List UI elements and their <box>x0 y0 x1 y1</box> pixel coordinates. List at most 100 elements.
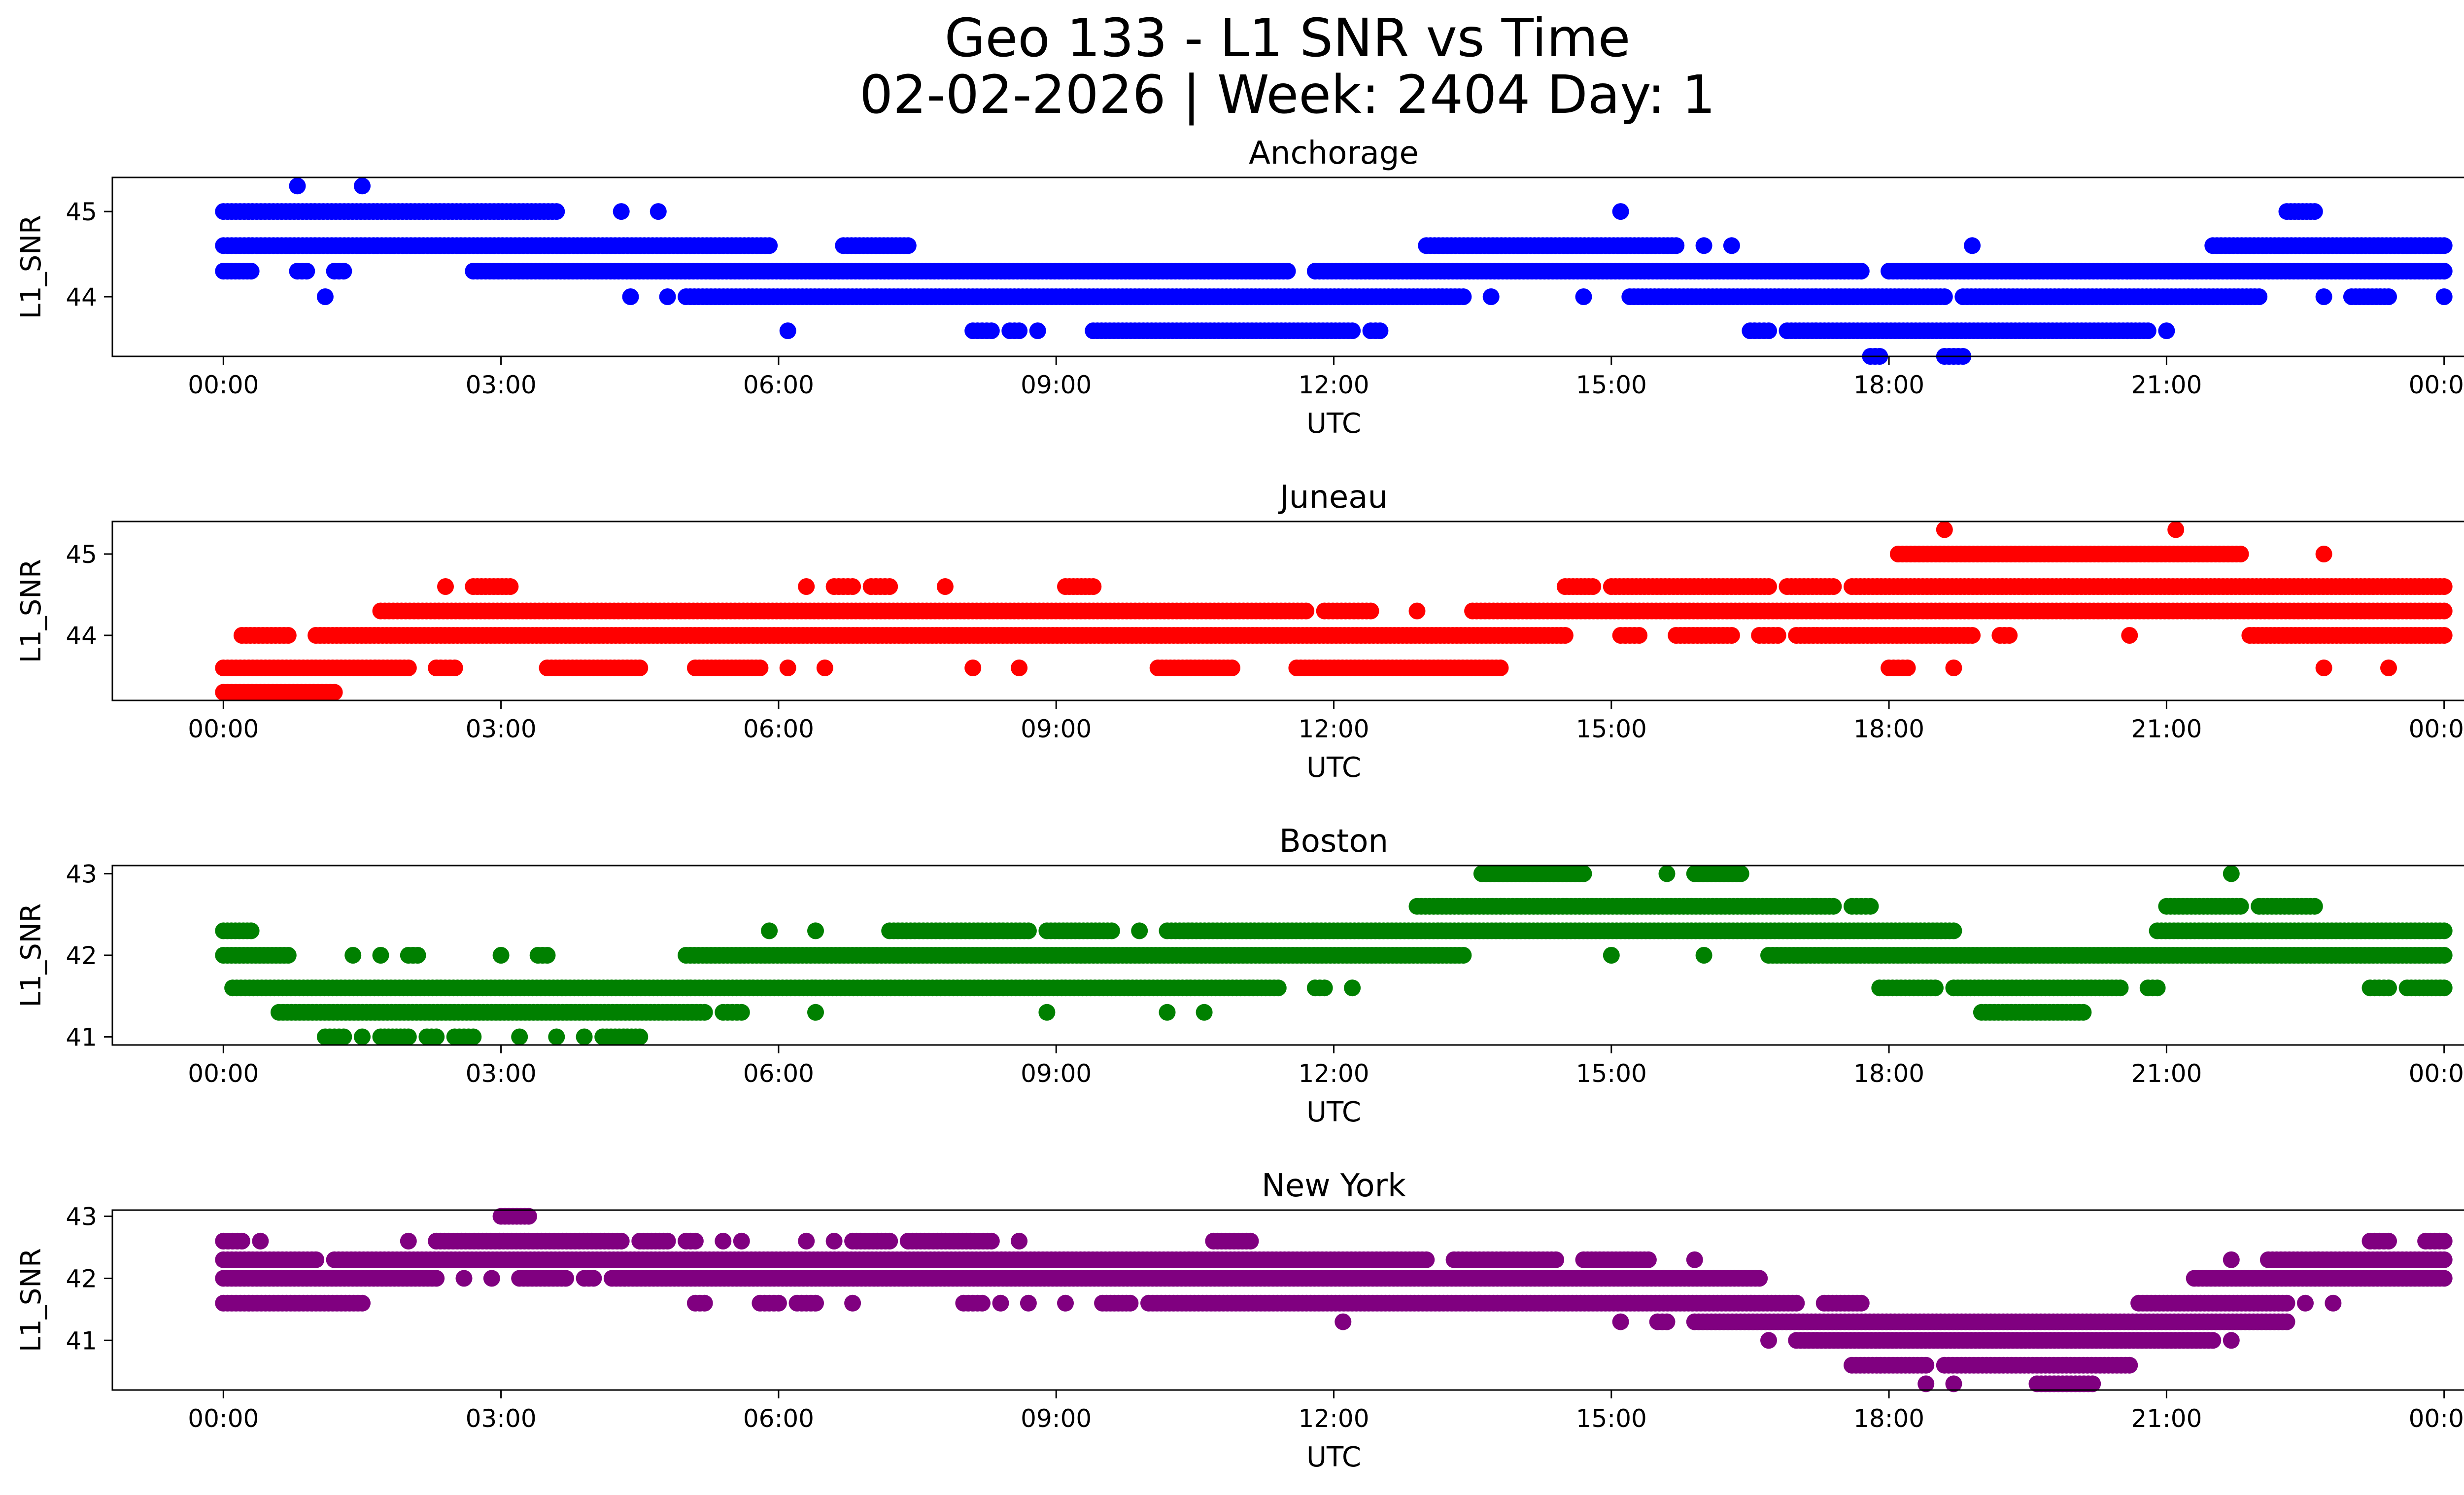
data-point <box>650 203 667 220</box>
data-point <box>409 947 426 964</box>
x-tick-label: 12:00 <box>1298 715 1369 743</box>
data-points <box>215 1208 2453 1392</box>
data-point <box>1371 322 1389 340</box>
data-point <box>2435 979 2453 997</box>
chart-title: New York <box>1262 1168 1406 1204</box>
data-point <box>576 1028 593 1045</box>
data-point <box>2435 922 2453 939</box>
data-point <box>437 578 454 595</box>
data-point <box>400 1028 417 1045</box>
data-point <box>2232 546 2249 562</box>
data-point <box>2306 898 2323 915</box>
data-point <box>2435 602 2453 620</box>
data-point <box>548 1028 565 1045</box>
data-point <box>1298 602 1315 620</box>
data-point <box>2380 1232 2397 1250</box>
data-point <box>1825 898 1842 915</box>
x-tick-label: 12:00 <box>1298 371 1369 399</box>
data-point <box>1760 322 1777 340</box>
x-tick-label: 00:00 <box>2409 371 2464 399</box>
data-point <box>659 1232 676 1250</box>
data-point <box>761 922 778 939</box>
data-point <box>936 578 954 595</box>
data-point <box>465 1028 482 1045</box>
data-point <box>335 1028 352 1045</box>
data-point <box>2435 947 2453 964</box>
data-point <box>428 1028 445 1045</box>
data-point <box>715 1232 732 1250</box>
data-point <box>1584 578 1602 595</box>
data-point <box>344 947 362 964</box>
data-point <box>2380 288 2397 305</box>
data-point <box>733 1004 750 1021</box>
data-point <box>233 1232 250 1250</box>
x-tick-label: 09:00 <box>1021 371 1092 399</box>
data-point <box>613 1232 630 1250</box>
y-tick-label: 43 <box>66 860 97 889</box>
data-point <box>298 263 315 280</box>
data-point <box>2167 521 2185 538</box>
data-point <box>308 1251 325 1268</box>
x-tick-label: 18:00 <box>1853 1059 1924 1088</box>
x-tick-label: 09:00 <box>1021 1059 1092 1088</box>
data-point <box>1658 865 1676 882</box>
data-point <box>1011 322 1028 340</box>
x-tick-label: 21:00 <box>2131 1059 2202 1088</box>
data-point <box>2001 627 2018 644</box>
chart-title: Anchorage <box>1249 135 1419 172</box>
data-point <box>1029 322 1046 340</box>
x-tick-label: 03:00 <box>466 1059 537 1088</box>
data-point <box>1695 237 1712 254</box>
data-point <box>2380 660 2397 676</box>
data-point <box>1362 602 1379 620</box>
data-point <box>631 1028 649 1045</box>
data-point <box>400 660 417 676</box>
data-point <box>279 947 297 964</box>
data-point <box>881 1232 898 1250</box>
data-point <box>1640 1251 1657 1268</box>
x-tick-label: 18:00 <box>1853 371 1924 399</box>
data-point <box>1038 1004 1056 1021</box>
data-point <box>1631 627 1648 644</box>
data-point <box>1927 979 1944 997</box>
data-point <box>1224 660 1240 676</box>
data-point <box>455 1270 473 1287</box>
data-point <box>816 660 833 676</box>
data-point <box>2139 322 2156 340</box>
data-point <box>502 578 519 595</box>
y-tick-label: 42 <box>66 941 97 970</box>
data-point <box>622 288 639 305</box>
data-point <box>1455 288 1472 305</box>
data-point <box>2315 660 2332 676</box>
data-point <box>316 288 334 305</box>
y-axis-label: L1_SNR <box>15 215 47 319</box>
data-point <box>557 1270 574 1287</box>
data-point <box>1344 322 1361 340</box>
data-point <box>2158 322 2175 340</box>
data-point <box>881 578 898 595</box>
data-point <box>1936 521 1953 538</box>
data-point <box>1575 865 1592 882</box>
y-tick-label: 45 <box>66 198 97 226</box>
chart-title: Juneau <box>1278 479 1388 516</box>
data-point <box>252 1232 269 1250</box>
data-point <box>2112 979 2129 997</box>
y-tick-label: 44 <box>66 283 97 312</box>
data-point <box>428 1270 445 1287</box>
data-point <box>335 263 352 280</box>
data-point <box>798 1232 815 1250</box>
x-tick-label: 03:00 <box>466 371 537 399</box>
data-point <box>539 947 556 964</box>
data-point <box>1945 660 1962 676</box>
data-point <box>1316 979 1333 997</box>
data-point <box>289 177 306 195</box>
data-point <box>1612 203 1629 220</box>
x-tick-label: 06:00 <box>743 371 814 399</box>
data-point <box>1899 660 1916 676</box>
x-tick-label: 00:00 <box>188 371 259 399</box>
data-point <box>585 1270 602 1287</box>
data-point <box>2223 1251 2240 1268</box>
x-tick-label: 09:00 <box>1021 715 1092 743</box>
